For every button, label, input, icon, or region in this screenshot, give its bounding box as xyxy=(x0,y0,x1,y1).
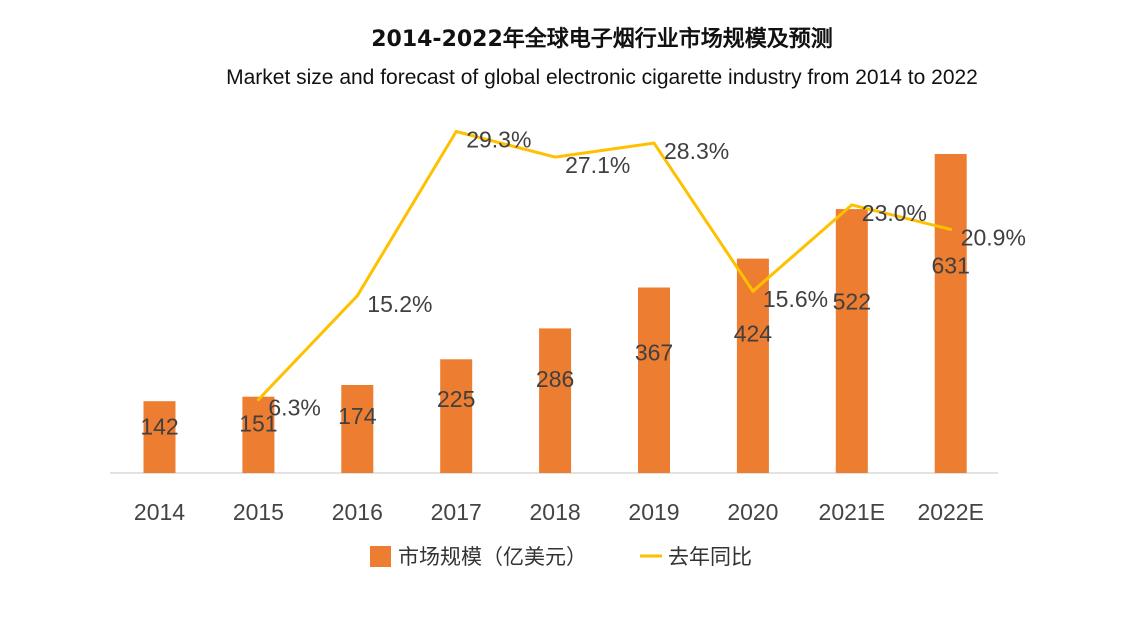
line-point-2020 xyxy=(751,289,755,293)
bar-label-2016: 174 xyxy=(338,403,377,429)
line-point-2017 xyxy=(454,130,458,133)
legend-bar-swatch xyxy=(370,546,391,567)
x-tick-2019: 2019 xyxy=(628,499,679,525)
bar-label-2021E: 522 xyxy=(833,289,871,315)
legend-line-label: 去年同比 xyxy=(668,545,752,569)
line-label-2018: 27.1% xyxy=(565,152,630,178)
x-tick-2015: 2015 xyxy=(233,499,284,525)
bar-2021E xyxy=(835,209,868,473)
data-labels: 142 151 174 225 286 367 424 522 631 6.3% 15.2% 29.3… xyxy=(140,127,1026,440)
bar-label-2015: 151 xyxy=(239,410,277,436)
x-tick-2014: 2014 xyxy=(134,499,185,525)
x-tick-labels: 2014 2015 2016 2017 2018 2019 2020 2021E 2022E xyxy=(134,499,984,525)
line-point-2018 xyxy=(553,155,557,159)
x-tick-2016: 2016 xyxy=(332,499,383,525)
bar-2015 xyxy=(242,396,275,473)
line-label-2019: 28.3% xyxy=(664,138,729,164)
bar-label-2018: 286 xyxy=(536,366,574,392)
line-label-2020: 15.6% xyxy=(763,286,828,312)
line-point-2016 xyxy=(355,294,359,298)
bar-label-2020: 424 xyxy=(734,321,773,347)
bar-2014 xyxy=(143,401,176,473)
bar-2017 xyxy=(440,359,473,473)
legend-bar-label: 市场规模（亿美元） xyxy=(398,545,587,569)
x-tick-2022E: 2022E xyxy=(917,499,984,525)
bar-2022E xyxy=(934,154,967,473)
line-label-2016: 15.2% xyxy=(367,291,432,317)
line-point-2019 xyxy=(652,141,656,145)
bar-label-2022E: 631 xyxy=(932,253,970,279)
line-label-2022E: 20.9% xyxy=(961,224,1026,250)
x-tick-2021E: 2021E xyxy=(819,499,886,525)
line-point-2021E xyxy=(850,203,854,207)
bar-series xyxy=(143,154,967,473)
bar-label-2014: 142 xyxy=(140,413,178,439)
bar-2018 xyxy=(539,328,572,473)
bar-2019 xyxy=(638,287,670,473)
chart-title: 2014-2022年全球电子烟行业市场规模及预测 xyxy=(371,26,833,52)
x-tick-2017: 2017 xyxy=(431,499,482,525)
line-label-2017: 29.3% xyxy=(466,127,531,153)
bar-label-2017: 225 xyxy=(437,386,475,412)
line-series xyxy=(256,130,953,402)
yoy-line xyxy=(257,130,952,401)
x-tick-2018: 2018 xyxy=(530,499,581,525)
bar-2020 xyxy=(736,258,769,473)
chart-subtitle: Market size and forecast of global elect… xyxy=(226,66,978,89)
line-point-2022E xyxy=(949,227,953,231)
bar-label-2019: 367 xyxy=(635,339,673,365)
x-tick-2020: 2020 xyxy=(727,499,778,525)
line-point-2015 xyxy=(256,398,260,402)
line-label-2021E: 23.0% xyxy=(862,200,927,226)
bar-2016 xyxy=(341,385,374,473)
line-label-2015: 6.3% xyxy=(268,395,320,421)
legend: 市场规模（亿美元） 去年同比 xyxy=(370,545,752,569)
